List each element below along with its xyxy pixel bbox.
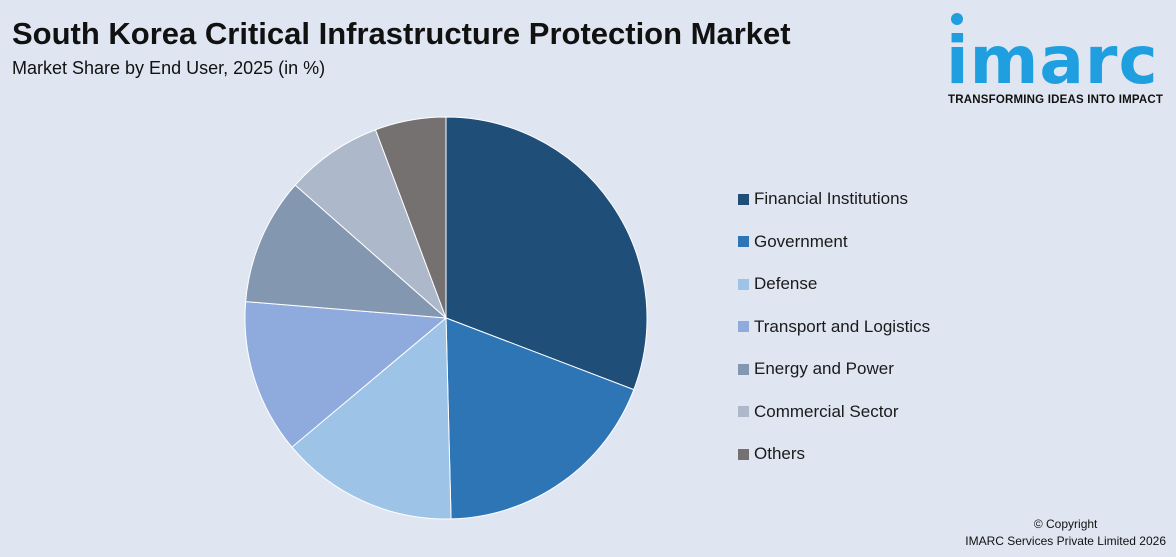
legend-swatch — [738, 193, 749, 205]
legend-swatch — [738, 448, 749, 460]
pie-slice-others — [374, 116, 447, 319]
copyright-line1: © Copyright — [1033, 517, 1098, 531]
pie-slice-commercial-sector — [294, 129, 447, 319]
legend-item: Government — [738, 221, 930, 264]
legend-item: Commercial Sector — [738, 391, 930, 434]
legend-swatch — [738, 363, 749, 375]
legend-item: Transport and Logistics — [738, 306, 930, 349]
legend-item: Defense — [738, 263, 930, 306]
legend-label: Others — [754, 444, 806, 464]
legend-label: Commercial Sector — [754, 401, 899, 421]
legend-label: Financial Institutions — [754, 189, 909, 209]
legend-item: Financial Institutions — [738, 178, 930, 221]
chart-subtitle: Market Share by End User, 2025 (in %) — [12, 58, 326, 78]
pie-slice-transport-and-logistics — [244, 301, 448, 448]
logo-wordmark: imarc — [946, 22, 1159, 99]
legend-label: Defense — [754, 274, 818, 294]
pie-slice-government — [445, 317, 635, 520]
legend-label: Transport and Logistics — [754, 316, 931, 336]
legend-item: Others — [738, 433, 930, 476]
legend-swatch — [738, 278, 749, 290]
copyright-line2: IMARC Services Private Limited 2026 — [965, 534, 1166, 548]
pie-slice-financial-institutions — [445, 116, 648, 391]
legend-label: Energy and Power — [754, 359, 894, 379]
legend-item: Energy and Power — [738, 348, 930, 391]
imarc-logo: imarc TRANSFORMING IDEAS INTO IMPACT — [944, 12, 1170, 112]
legend-label: Government — [754, 231, 848, 251]
legend-swatch — [738, 236, 749, 248]
chart-legend: Financial Institutions Government Defense T… — [738, 178, 930, 476]
chart-title: South Korea Critical Infrastructure Prot… — [12, 16, 791, 51]
logo-dot-icon — [951, 13, 963, 25]
copyright-notice: © Copyright IMARC Services Private Limit… — [965, 516, 1166, 550]
pie-slice-defense — [291, 316, 452, 520]
legend-swatch — [738, 321, 749, 333]
pie-slice-energy-and-power — [245, 184, 448, 319]
logo-tagline: TRANSFORMING IDEAS INTO IMPACT — [948, 94, 1164, 106]
legend-swatch — [738, 406, 749, 418]
